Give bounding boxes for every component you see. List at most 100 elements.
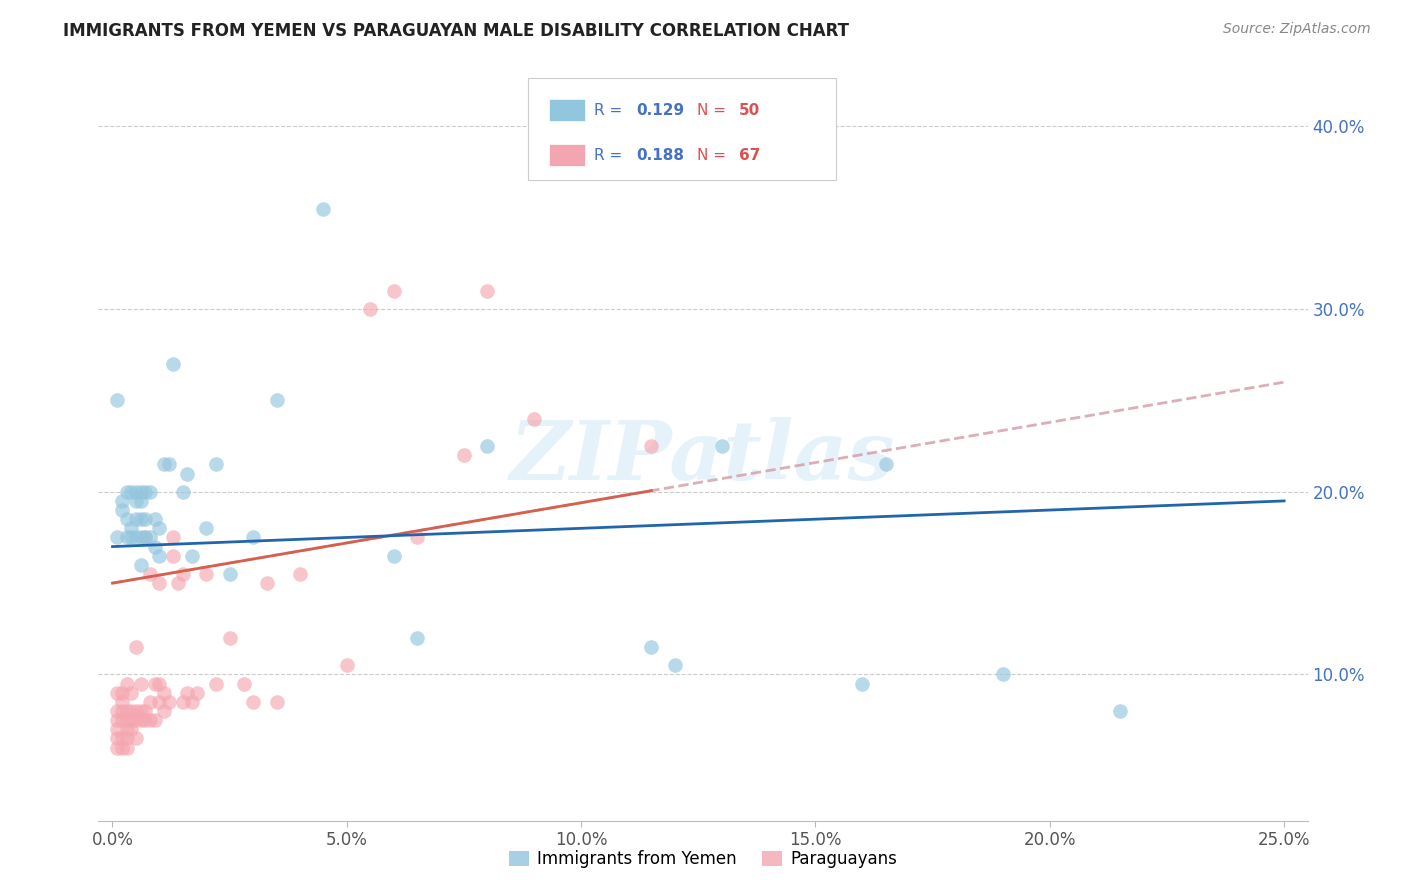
Point [129, 531, 152, 545]
Point [139, 531, 162, 545]
Point [134, 704, 156, 718]
Point [186, 686, 208, 700]
Point [129, 676, 152, 690]
Point [218, 631, 240, 645]
Point [125, 484, 148, 499]
Text: N =: N = [697, 103, 731, 118]
Point [105, 731, 128, 746]
Point [134, 531, 156, 545]
Point [242, 531, 264, 545]
Point [111, 713, 134, 727]
Point [176, 467, 198, 481]
Point [111, 494, 134, 508]
Point [1109, 704, 1132, 718]
Point [664, 658, 686, 673]
Point [204, 676, 226, 690]
Point [172, 566, 194, 581]
Point [157, 458, 180, 472]
Point [218, 566, 240, 581]
Point [111, 731, 134, 746]
Point [875, 458, 897, 472]
Point [382, 284, 405, 298]
Point [129, 494, 152, 508]
Point [162, 531, 184, 545]
Point [181, 549, 204, 563]
Point [115, 531, 138, 545]
Point [167, 576, 190, 591]
Text: IMMIGRANTS FROM YEMEN VS PARAGUAYAN MALE DISABILITY CORRELATION CHART: IMMIGRANTS FROM YEMEN VS PARAGUAYAN MALE… [63, 22, 849, 40]
Point [477, 284, 499, 298]
Point [115, 740, 138, 755]
Point [134, 531, 156, 545]
Point [125, 713, 148, 727]
Point [120, 704, 142, 718]
Point [172, 695, 194, 709]
Text: 0.188: 0.188 [637, 148, 685, 163]
Point [120, 531, 142, 545]
Point [153, 704, 176, 718]
Point [125, 731, 148, 746]
Point [266, 393, 288, 408]
Point [143, 540, 166, 554]
Point [851, 676, 873, 690]
Point [105, 723, 128, 737]
Point [139, 695, 162, 709]
Point [134, 484, 156, 499]
Point [195, 521, 218, 535]
Point [134, 512, 156, 526]
Point [115, 704, 138, 718]
Point [453, 448, 475, 462]
Point [111, 740, 134, 755]
Point [139, 566, 162, 581]
Point [129, 512, 152, 526]
Point [477, 439, 499, 453]
Point [710, 439, 733, 453]
Point [991, 667, 1014, 681]
Point [242, 695, 264, 709]
Point [115, 713, 138, 727]
Text: R =: R = [595, 103, 627, 118]
Point [139, 713, 162, 727]
Point [406, 631, 429, 645]
Point [139, 484, 162, 499]
Text: R =: R = [595, 148, 627, 163]
Point [134, 713, 156, 727]
Point [256, 576, 278, 591]
Point [148, 549, 170, 563]
Point [382, 549, 405, 563]
FancyBboxPatch shape [550, 145, 585, 166]
Point [125, 640, 148, 654]
Text: N =: N = [697, 148, 731, 163]
Point [115, 723, 138, 737]
Point [640, 439, 662, 453]
Point [115, 676, 138, 690]
Point [125, 704, 148, 718]
Point [125, 531, 148, 545]
Point [148, 576, 170, 591]
Point [176, 686, 198, 700]
Point [204, 458, 226, 472]
Point [148, 695, 170, 709]
Point [111, 695, 134, 709]
Text: 50: 50 [740, 103, 761, 118]
Point [157, 695, 180, 709]
Text: 0.129: 0.129 [637, 103, 685, 118]
Point [143, 512, 166, 526]
Point [105, 704, 128, 718]
Point [105, 531, 128, 545]
Point [120, 713, 142, 727]
Point [312, 202, 335, 216]
Point [120, 484, 142, 499]
FancyBboxPatch shape [527, 78, 837, 180]
Point [111, 686, 134, 700]
Point [105, 393, 128, 408]
Point [232, 676, 254, 690]
Point [125, 494, 148, 508]
Text: 67: 67 [740, 148, 761, 163]
Point [288, 566, 311, 581]
Point [640, 640, 662, 654]
Point [125, 512, 148, 526]
Point [120, 723, 142, 737]
Point [111, 503, 134, 517]
Point [148, 521, 170, 535]
